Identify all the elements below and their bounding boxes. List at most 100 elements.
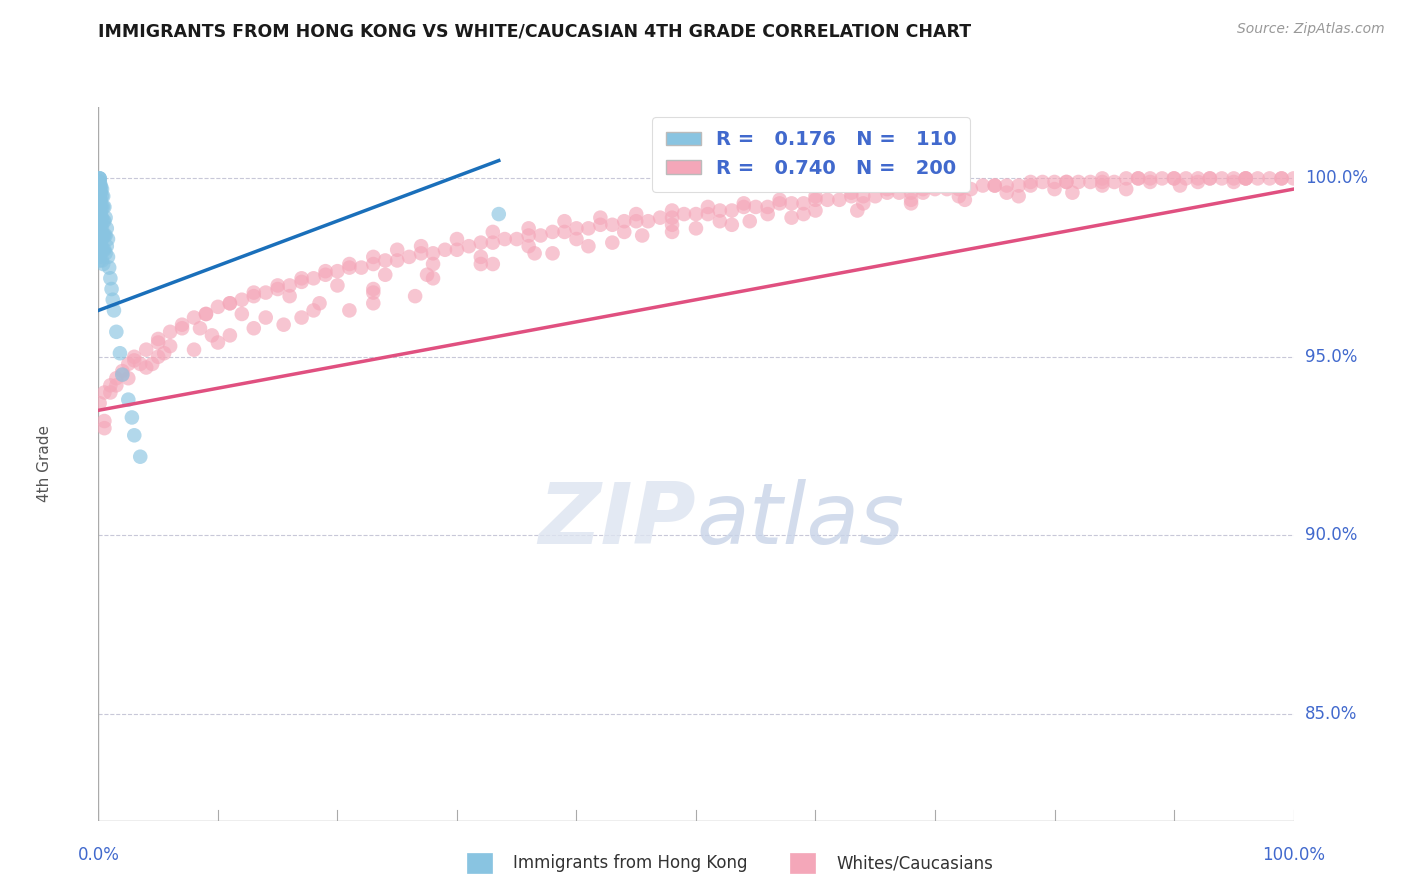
Point — [89, 203, 111, 218]
Point — [148, 350, 170, 364]
Point — [278, 289, 301, 303]
Point — [89, 218, 111, 232]
Point — [183, 343, 205, 357]
Point — [89, 228, 111, 243]
Point — [953, 193, 976, 207]
Point — [135, 343, 157, 357]
Point — [91, 182, 114, 196]
Point — [481, 235, 505, 250]
Text: 100.0%: 100.0% — [1305, 169, 1368, 187]
Point — [600, 218, 623, 232]
Point — [188, 321, 211, 335]
Point — [768, 193, 790, 207]
Point — [89, 193, 111, 207]
Point — [935, 182, 957, 196]
Point — [90, 200, 112, 214]
Point — [565, 232, 588, 246]
Point — [876, 186, 898, 200]
Point — [117, 357, 139, 371]
Point — [517, 221, 540, 235]
Text: 95.0%: 95.0% — [1305, 348, 1357, 366]
Point — [89, 246, 111, 260]
Point — [756, 207, 779, 221]
Point — [90, 207, 112, 221]
Point — [900, 193, 922, 207]
Point — [924, 182, 946, 196]
Point — [804, 189, 827, 203]
Point — [363, 250, 385, 264]
Point — [1007, 189, 1029, 203]
Point — [1222, 175, 1246, 189]
Point — [481, 225, 505, 239]
Point — [780, 196, 803, 211]
Point — [219, 328, 242, 343]
Point — [1139, 175, 1161, 189]
Point — [231, 307, 253, 321]
Text: 90.0%: 90.0% — [1305, 526, 1357, 544]
Text: ZIP: ZIP — [538, 479, 696, 563]
Point — [1198, 171, 1220, 186]
Point — [243, 289, 266, 303]
Point — [446, 243, 468, 257]
Point — [1128, 171, 1150, 186]
Point — [90, 182, 112, 196]
Point — [91, 211, 114, 225]
Point — [90, 186, 112, 200]
Point — [1282, 171, 1305, 186]
Point — [89, 171, 111, 186]
Point — [852, 196, 875, 211]
Point — [91, 232, 114, 246]
Point — [89, 214, 111, 228]
Point — [768, 196, 790, 211]
Point — [91, 243, 114, 257]
Point — [733, 200, 755, 214]
Point — [1271, 171, 1294, 186]
Point — [91, 257, 114, 271]
Point — [219, 296, 242, 310]
Point — [98, 385, 122, 400]
Point — [103, 303, 125, 318]
Point — [506, 232, 529, 246]
Point — [1187, 175, 1209, 189]
Point — [709, 203, 731, 218]
Point — [308, 296, 330, 310]
Point — [1102, 175, 1125, 189]
Point — [738, 214, 761, 228]
Point — [93, 200, 115, 214]
Point — [1054, 175, 1078, 189]
Point — [1080, 175, 1102, 189]
Point — [948, 182, 970, 196]
Point — [589, 211, 612, 225]
Point — [1234, 171, 1257, 186]
Point — [815, 193, 838, 207]
Point — [93, 243, 115, 257]
Point — [290, 271, 312, 285]
Point — [98, 271, 122, 285]
Point — [124, 428, 146, 442]
Point — [1043, 182, 1066, 196]
Point — [576, 221, 599, 235]
Point — [89, 221, 111, 235]
Point — [1043, 175, 1066, 189]
Point — [470, 250, 492, 264]
Point — [1163, 171, 1185, 186]
Point — [243, 321, 266, 335]
Point — [1187, 171, 1209, 186]
Point — [673, 207, 696, 221]
Point — [89, 207, 111, 221]
Point — [600, 235, 623, 250]
Point — [1032, 175, 1054, 189]
Point — [89, 253, 111, 268]
Point — [554, 225, 576, 239]
Point — [100, 282, 122, 296]
Point — [1128, 171, 1150, 186]
Point — [1115, 171, 1137, 186]
Point — [93, 214, 115, 228]
Point — [231, 293, 253, 307]
Point — [148, 332, 170, 346]
Point — [517, 239, 540, 253]
Point — [631, 228, 654, 243]
Point — [709, 214, 731, 228]
Point — [94, 228, 117, 243]
Point — [105, 371, 128, 385]
